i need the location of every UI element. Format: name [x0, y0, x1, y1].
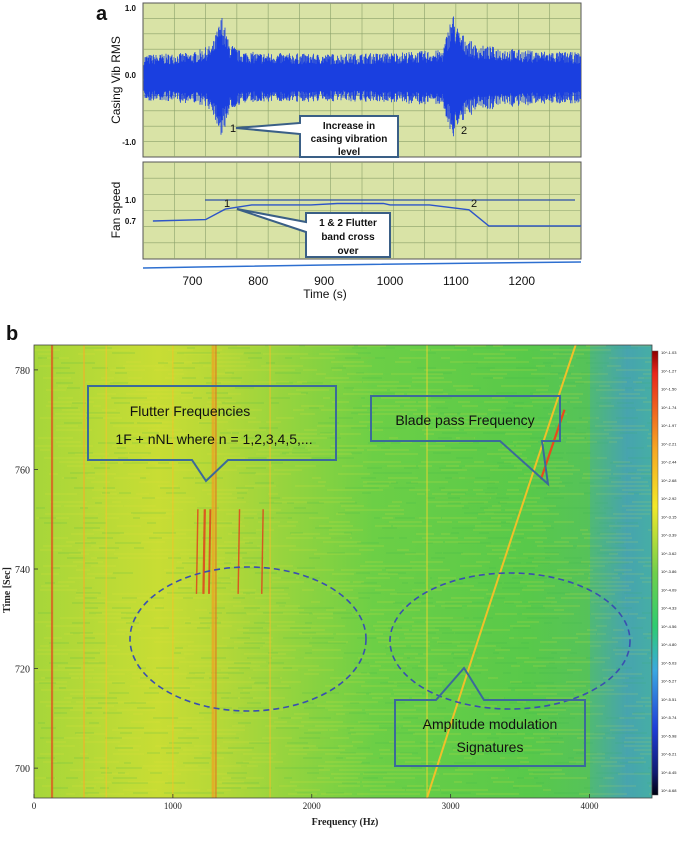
colorbar-label-13: 10^-4.09 — [661, 587, 677, 592]
fan-speed-line — [152, 202, 581, 227]
fan-callout-line-2: band cross — [321, 232, 375, 243]
fan-ytick-07: 0.7 — [125, 217, 137, 226]
spectrogram-ylabel: Time [Sec] — [2, 567, 13, 613]
colorbar-label-2: 10^-1.50 — [661, 387, 677, 392]
flutter-callout-line-1: Flutter Frequencies — [130, 403, 251, 419]
colorbar-label-16: 10^-4.80 — [661, 642, 677, 647]
spectrogram-ytick-720: 720 — [15, 665, 30, 676]
panel-a-letter: a — [96, 3, 108, 25]
spectrogram-ytick-740: 740 — [15, 565, 30, 576]
colorbar-label-12: 10^-3.86 — [661, 569, 677, 574]
spectrogram-xtick-3000: 3000 — [442, 801, 461, 811]
vib-ylabel: Casing Vib RMS — [109, 36, 123, 124]
time-xtick-1200: 1200 — [508, 274, 535, 288]
spectrogram-xtick-1000: 1000 — [164, 801, 183, 811]
flutter-ellipse — [129, 566, 367, 712]
time-xtick-700: 700 — [182, 274, 202, 288]
blade-pass-line — [426, 345, 577, 798]
vib-mark-1: 1 — [230, 123, 236, 135]
colorbar-label-1: 10^-1.27 — [661, 368, 677, 373]
amplitude-ellipse — [389, 572, 631, 710]
colorbar-label-22: 10^-6.21 — [661, 752, 677, 757]
vib-callout-line-1: Increase in — [323, 121, 375, 132]
colorbar-label-23: 10^-6.45 — [661, 770, 677, 775]
colorbar-label-24: 10^-6.68 — [661, 788, 677, 793]
spectrogram-xtick-0: 0 — [32, 801, 37, 811]
vib-callout-box — [235, 115, 399, 158]
flutter-streak-2 — [208, 509, 212, 594]
vibration-signal — [143, 16, 581, 137]
colorbar-label-8: 10^-2.92 — [661, 496, 677, 501]
fan-callout-line-3: over — [337, 246, 358, 257]
colorbar-label-3: 10^-1.74 — [661, 405, 677, 410]
time-axis-line — [142, 261, 582, 269]
spectrogram-texture-light — [34, 345, 652, 795]
flutter-streak-4 — [261, 509, 264, 594]
spectrogram-xtick-2000: 2000 — [303, 801, 322, 811]
vib-ytick-m1: -1.0 — [122, 138, 136, 147]
colorbar-label-15: 10^-4.56 — [661, 624, 677, 629]
colorbar-label-14: 10^-4.33 — [661, 606, 677, 611]
spectrogram-xlabel: Frequency (Hz) — [312, 817, 379, 828]
flutter-callout-box — [87, 385, 337, 483]
time-xtick-800: 800 — [248, 274, 268, 288]
colorbar-label-21: 10^-5.98 — [661, 733, 677, 738]
amplitude-callout-box — [394, 666, 586, 767]
time-xlabel: Time (s) — [303, 287, 347, 301]
time-xtick-1100: 1100 — [443, 274, 469, 288]
colorbar-label-20: 10^-5.74 — [661, 715, 677, 720]
vib-mark-2: 2 — [461, 125, 467, 137]
spectrogram-texture-dark — [36, 347, 652, 794]
time-xtick-900: 900 — [314, 274, 334, 288]
fan-chart: Fan speed 1.0 0.7 1 2 1 & 2 Flutter band… — [109, 161, 582, 260]
vib-callout-line-3: level — [338, 147, 360, 158]
colorbar-label-10: 10^-3.39 — [661, 533, 677, 538]
fan-ytick-10: 1.0 — [125, 196, 137, 205]
flutter-callout-line-2: 1F + nNL where n = 1,2,3,4,5,... — [115, 431, 312, 447]
amplitude-callout-line-1: Amplitude modulation — [423, 716, 558, 732]
colorbar-label-19: 10^-5.51 — [661, 697, 677, 702]
blade-callout-box — [370, 395, 561, 487]
vib-ytick-1: 1.0 — [125, 4, 137, 13]
fan-callout-line-1: 1 & 2 Flutter — [319, 218, 377, 229]
colorbar-label-6: 10^-2.44 — [661, 460, 677, 465]
vib-ytick-0: 0.0 — [125, 71, 137, 80]
spectrogram-blue-region — [590, 345, 652, 798]
spectrogram: 780 760 740 720 700 0 1000 2000 3000 4000 Time [… — [2, 344, 653, 828]
vib-callout-line-2: casing vibration — [311, 134, 388, 145]
colorbar-ramp — [651, 350, 659, 796]
spectrogram-ytick-760: 760 — [15, 465, 30, 476]
colorbar-label-18: 10^-5.27 — [661, 679, 677, 684]
colorbar-label-0: 10^-1.03 — [661, 350, 677, 355]
spectrogram-ytick-700: 700 — [15, 764, 30, 775]
time-xtick-1000: 1000 — [377, 274, 404, 288]
colorbar: 10^-1.03 10^-1.27 10^-1.50 10^-1.74 10^-1.97… — [651, 350, 677, 796]
fan-mark-2: 2 — [471, 198, 477, 210]
fan-ylabel: Fan speed — [109, 182, 123, 239]
colorbar-label-9: 10^-3.15 — [661, 514, 677, 519]
colorbar-label-5: 10^-2.21 — [661, 441, 677, 446]
panel-b-letter: b — [6, 323, 19, 345]
spectrogram-ytick-780: 780 — [15, 366, 30, 377]
amplitude-callout-line-2: Signatures — [457, 739, 524, 755]
spectrogram-background — [34, 345, 652, 798]
fan-callout-box — [236, 208, 391, 258]
fan-mark-1: 1 — [224, 198, 230, 210]
flutter-streak-0 — [195, 509, 199, 594]
flutter-streak-3 — [237, 509, 241, 594]
vib-chart: Casing Vib RMS 1.0 0.0 -1.0 1 2 Increase… — [109, 2, 582, 158]
colorbar-label-4: 10^-1.97 — [661, 423, 677, 428]
colorbar-label-7: 10^-2.68 — [661, 478, 677, 483]
blade-callout-text: Blade pass Frequency — [395, 412, 534, 428]
flutter-streak-1 — [202, 509, 206, 594]
colorbar-label-11: 10^-3.62 — [661, 551, 677, 556]
spectrogram-xtick-4000: 4000 — [581, 801, 600, 811]
colorbar-label-17: 10^-5.03 — [661, 660, 677, 665]
